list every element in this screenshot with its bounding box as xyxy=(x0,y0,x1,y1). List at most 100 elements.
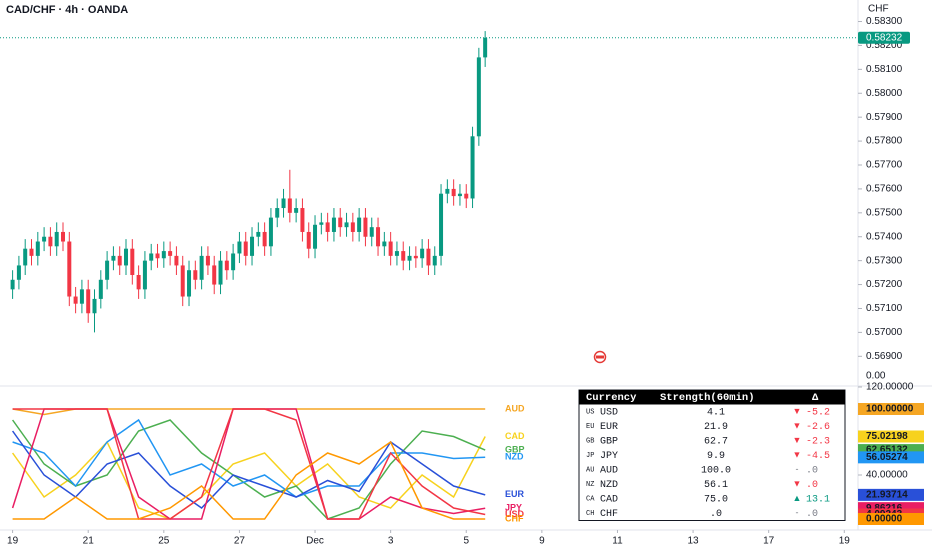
y-tick-label: 40.00000 xyxy=(866,470,908,481)
y-tick-label: 0.58300 xyxy=(866,16,903,27)
strength: 75.0 xyxy=(704,494,728,505)
strength-line xyxy=(12,440,486,520)
table-frame xyxy=(578,389,846,521)
y-tick-label: 0.57700 xyxy=(866,160,903,171)
candle-body xyxy=(344,222,349,228)
candle-body xyxy=(224,260,229,271)
x-tick-label: 3 xyxy=(388,536,394,547)
candle-body xyxy=(35,241,40,256)
scale-note: 0.00 xyxy=(866,371,886,382)
candle-body xyxy=(250,236,255,256)
candle-body xyxy=(218,260,223,285)
value-tag xyxy=(858,403,924,415)
candle-body xyxy=(29,248,34,256)
strength: .0 xyxy=(710,509,722,520)
x-tick-label: 19 xyxy=(7,536,19,547)
candle-body xyxy=(287,198,292,213)
series-name: USD xyxy=(505,509,525,519)
candle-body xyxy=(369,227,374,237)
candle-body xyxy=(388,241,393,256)
last-price-label: 0.58232 xyxy=(866,32,903,43)
x-tick-label: Dec xyxy=(306,536,324,547)
delta-arrow: ▼ xyxy=(793,406,802,416)
y-tick-label: 0.57200 xyxy=(866,279,903,290)
y-tick-label: 0.57600 xyxy=(866,184,903,195)
candle-body xyxy=(231,253,236,271)
candle-body xyxy=(268,217,273,247)
candle-body xyxy=(256,231,261,237)
value-tag xyxy=(858,488,924,501)
candle-body xyxy=(98,279,103,299)
series-name: NZD xyxy=(505,452,524,462)
candle-body xyxy=(92,298,97,314)
candle-body xyxy=(105,260,110,280)
delta: -2.3 xyxy=(806,436,830,447)
candle-body xyxy=(382,241,387,247)
candle-body xyxy=(376,227,381,247)
y-tick-label: 0.58100 xyxy=(866,64,903,75)
y-tick-label: 0.57100 xyxy=(866,303,903,314)
candle-body xyxy=(42,236,47,242)
delta: 13.1 xyxy=(806,494,830,505)
candle-body xyxy=(439,193,444,256)
series-name: JPY xyxy=(505,503,522,513)
series-name: GBP xyxy=(505,444,525,454)
y-tick-label: 0.57000 xyxy=(866,327,903,338)
candle-body xyxy=(451,188,456,197)
candle-body xyxy=(262,231,267,247)
candle-body xyxy=(357,217,362,232)
currency-name: GBP xyxy=(600,436,618,447)
table-header-bg xyxy=(579,390,845,405)
y-tick-label: 0.56900 xyxy=(866,351,903,362)
value-tag-label: 100.00000 xyxy=(866,404,914,415)
candle-body xyxy=(174,255,179,266)
table-header: Currency xyxy=(586,392,637,404)
currency-name: CHF xyxy=(600,509,618,520)
value-tag xyxy=(858,451,924,464)
x-tick-label: 19 xyxy=(839,536,851,547)
candle-body xyxy=(155,253,160,259)
candle-body xyxy=(149,253,154,261)
candle-body xyxy=(193,270,198,280)
candle-body xyxy=(73,296,78,304)
flag-code: AU xyxy=(586,467,594,475)
currency-name: USD xyxy=(600,407,618,418)
candle-body xyxy=(111,255,116,261)
x-tick-label: 11 xyxy=(612,536,623,547)
candle-body xyxy=(142,260,147,290)
value-tag-label: 75.02198 xyxy=(866,431,908,442)
table-header: Δ xyxy=(812,392,819,404)
candle-body xyxy=(445,188,450,194)
flag-code: EU xyxy=(586,423,594,431)
table-header: Strength(60min) xyxy=(660,392,755,404)
candle-body xyxy=(394,251,399,256)
y-tick-label: 0.57500 xyxy=(866,207,903,218)
delta: .0 xyxy=(806,480,818,491)
series-name: CAD xyxy=(505,431,525,441)
candle-body xyxy=(243,241,248,256)
candle-body xyxy=(86,289,91,314)
candle-body xyxy=(10,279,15,290)
candle-body xyxy=(180,265,185,297)
x-tick-label: 13 xyxy=(688,536,700,547)
candle-body xyxy=(130,248,135,275)
strength-line xyxy=(12,408,486,520)
strength: 21.9 xyxy=(704,422,728,433)
delta-arrow: - xyxy=(796,464,799,474)
strength: 56.1 xyxy=(704,480,728,491)
candle-body xyxy=(212,265,217,285)
x-tick-label: 27 xyxy=(234,536,246,547)
candle-body xyxy=(199,255,204,280)
delta: -5.2 xyxy=(806,407,830,418)
candle-body xyxy=(363,217,368,237)
delta-arrow: - xyxy=(796,508,799,518)
x-tick-label: 5 xyxy=(463,536,469,547)
flag-code: JP xyxy=(586,452,594,460)
candle-body xyxy=(168,251,173,256)
candle-body xyxy=(483,37,488,58)
marker-icon xyxy=(593,350,607,364)
strength: 62.7 xyxy=(704,436,728,447)
x-tick-label: 9 xyxy=(539,536,545,547)
candle-body xyxy=(79,289,84,304)
candle-body xyxy=(205,255,210,266)
